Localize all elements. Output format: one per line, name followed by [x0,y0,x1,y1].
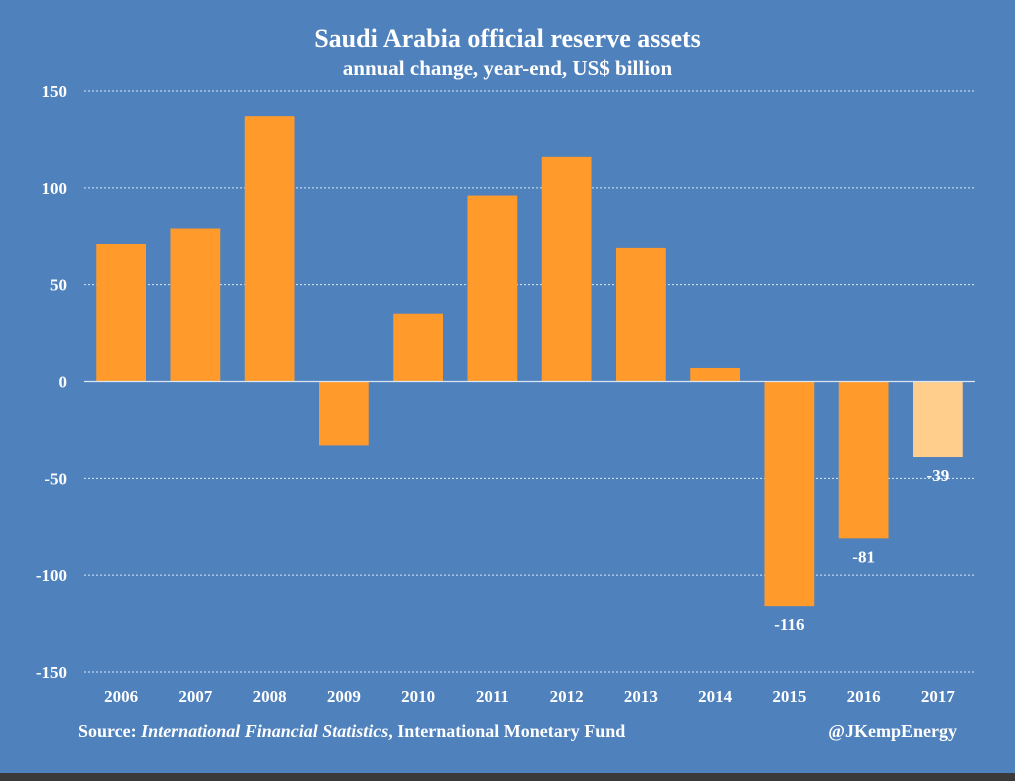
bar [319,381,369,446]
data-label: -81 [852,547,875,566]
bar [838,381,889,539]
x-tick-label: 2008 [253,687,287,706]
chart-title: Saudi Arabia official reserve assets [314,24,701,53]
y-tick-label: 50 [50,276,67,295]
data-label: -39 [927,466,950,485]
bar [913,381,963,458]
x-tick-label: 2017 [921,687,956,706]
y-tick-label: 100 [42,179,68,198]
bar [616,247,666,382]
x-tick-label: 2012 [550,687,584,706]
x-tick-label: 2016 [847,687,881,706]
bar [170,228,221,382]
bottom-border [0,773,1015,781]
bar [96,243,146,382]
source-prefix: Source: [78,721,142,741]
source-title: International Financial Statistics [141,721,389,741]
x-tick-label: 2007 [178,687,213,706]
x-tick-label: 2010 [401,687,435,706]
data-label: -116 [774,615,804,634]
y-tick-label: -50 [44,469,67,488]
bar [541,156,592,382]
y-tick-label: 150 [42,82,68,101]
bar [467,195,518,382]
bar [690,367,740,382]
bar [764,381,815,607]
x-tick-label: 2013 [624,687,658,706]
source-note: Source: International Financial Statisti… [78,721,625,742]
y-tick-label: -100 [36,566,67,585]
author-credit: @JKempEnergy [828,721,957,741]
bar [393,313,443,382]
x-tick-label: 2015 [772,687,806,706]
chart-subtitle: annual change, year-end, US$ billion [342,56,673,80]
source-suffix: , International Monetary Fund [388,721,626,741]
x-tick-label: 2011 [476,687,509,706]
x-tick-label: 2006 [104,687,138,706]
y-tick-label: -150 [36,663,67,682]
y-tick-label: 0 [59,373,68,392]
x-tick-label: 2014 [698,687,733,706]
x-tick-label: 2009 [327,687,361,706]
bar [244,116,295,382]
